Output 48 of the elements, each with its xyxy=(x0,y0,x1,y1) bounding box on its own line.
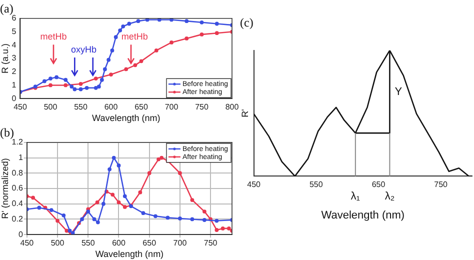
x-tick-label: 450 xyxy=(20,238,34,248)
x-tick-label: 750 xyxy=(195,102,209,112)
x-axis-title: Wavelength (nm) xyxy=(92,113,160,124)
ref-line-label: λ₁ xyxy=(350,190,360,203)
x-tick-label: 700 xyxy=(164,102,179,112)
annotation: metHb xyxy=(121,32,148,42)
x-tick-label: 650 xyxy=(142,238,157,248)
x-tick-label: 650 xyxy=(134,102,148,112)
x-tick-label: 600 xyxy=(104,102,118,112)
y-tick-label: 1.2 xyxy=(12,138,24,147)
x-tick-label: 650 xyxy=(372,180,386,190)
x-tick-label: 750 xyxy=(204,238,218,248)
y-axis-title: R' xyxy=(240,108,250,118)
chart-title: (a) xyxy=(0,1,14,16)
x-tick-label: 750 xyxy=(434,180,448,190)
y-tick-label: 1 xyxy=(12,80,17,90)
annotation: oxyHb xyxy=(71,44,97,54)
y-tick-label: 6 xyxy=(12,14,17,23)
y-tick-label: 0.2 xyxy=(12,214,24,224)
y-axis-title: R (a.u.) xyxy=(0,43,10,74)
x-axis-title: Wavelength (nm) xyxy=(321,209,405,222)
x-tick-label: 500 xyxy=(50,238,65,248)
x-axis-title: Wavelength (nm) xyxy=(95,249,164,260)
x-tick-label: 450 xyxy=(247,180,262,190)
x-tick-label: 450 xyxy=(14,102,28,112)
y-axis-title: R' (normalized) xyxy=(0,158,10,219)
y-tick-label: 0.8 xyxy=(12,168,24,178)
y-tick-label: 0.4 xyxy=(12,199,24,208)
x-tick-label: 550 xyxy=(74,102,88,112)
chart-title: (c) xyxy=(240,15,254,30)
y-tick-label: 1 xyxy=(18,152,24,162)
annotation: Y xyxy=(394,86,403,98)
y-tick-label: 4 xyxy=(12,40,17,50)
y-tick-label: 2 xyxy=(12,67,17,76)
y-tick-label: 0 xyxy=(18,230,24,239)
y-tick-label: 5 xyxy=(12,26,17,36)
x-tick-label: 700 xyxy=(173,238,188,248)
y-tick-label: 0.6 xyxy=(12,184,24,193)
x-tick-label: 550 xyxy=(81,238,96,248)
x-tick-label: 500 xyxy=(44,102,58,112)
chart-title: (b) xyxy=(0,125,14,140)
x-tick-label: 550 xyxy=(309,180,324,190)
x-tick-label: 800 xyxy=(225,102,240,112)
annotation: metHb xyxy=(40,32,67,42)
ref-line-label: λ₂ xyxy=(384,190,395,203)
x-tick-label: 600 xyxy=(112,238,126,248)
y-tick-label: 0 xyxy=(12,94,17,103)
y-tick-label: 3 xyxy=(12,54,17,63)
